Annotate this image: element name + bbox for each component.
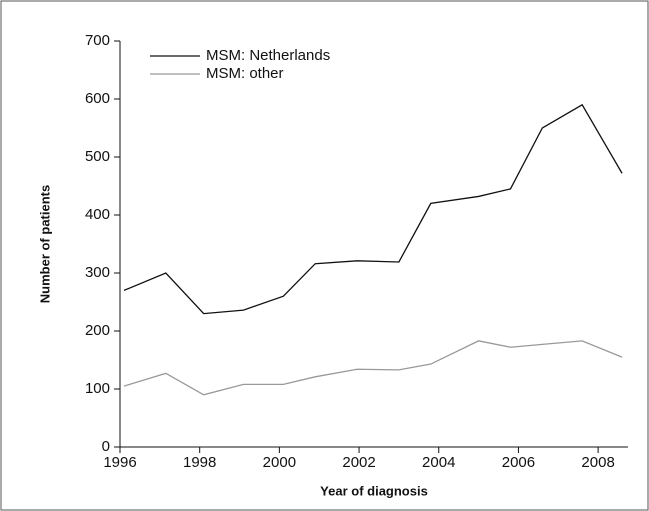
y-tick-label: 400 <box>85 206 110 223</box>
y-tick-label: 700 <box>85 32 110 49</box>
series-line <box>123 103 623 315</box>
series-line <box>123 340 623 396</box>
x-axis-label: Year of diagnosis <box>320 483 428 498</box>
x-tick-label: 2006 <box>502 454 535 471</box>
y-tick-label: 0 <box>102 438 110 455</box>
y-tick-label: 100 <box>85 380 110 397</box>
x-tick-label: 2008 <box>581 454 614 471</box>
legend-label: MSM: Netherlands <box>206 47 330 64</box>
y-tick-label: 600 <box>85 90 110 107</box>
x-tick-label: 2000 <box>263 454 296 471</box>
x-tick-label: 2002 <box>342 454 375 471</box>
y-tick-label: 300 <box>85 264 110 281</box>
x-tick-label: 2004 <box>422 454 455 471</box>
y-tick-label: 500 <box>85 148 110 165</box>
x-tick-label: 1996 <box>103 454 136 471</box>
legend-label: MSM: other <box>206 65 284 82</box>
x-tick-label: 1998 <box>183 454 216 471</box>
y-axis-label: Number of patients <box>37 185 52 303</box>
y-tick-label: 200 <box>85 322 110 339</box>
